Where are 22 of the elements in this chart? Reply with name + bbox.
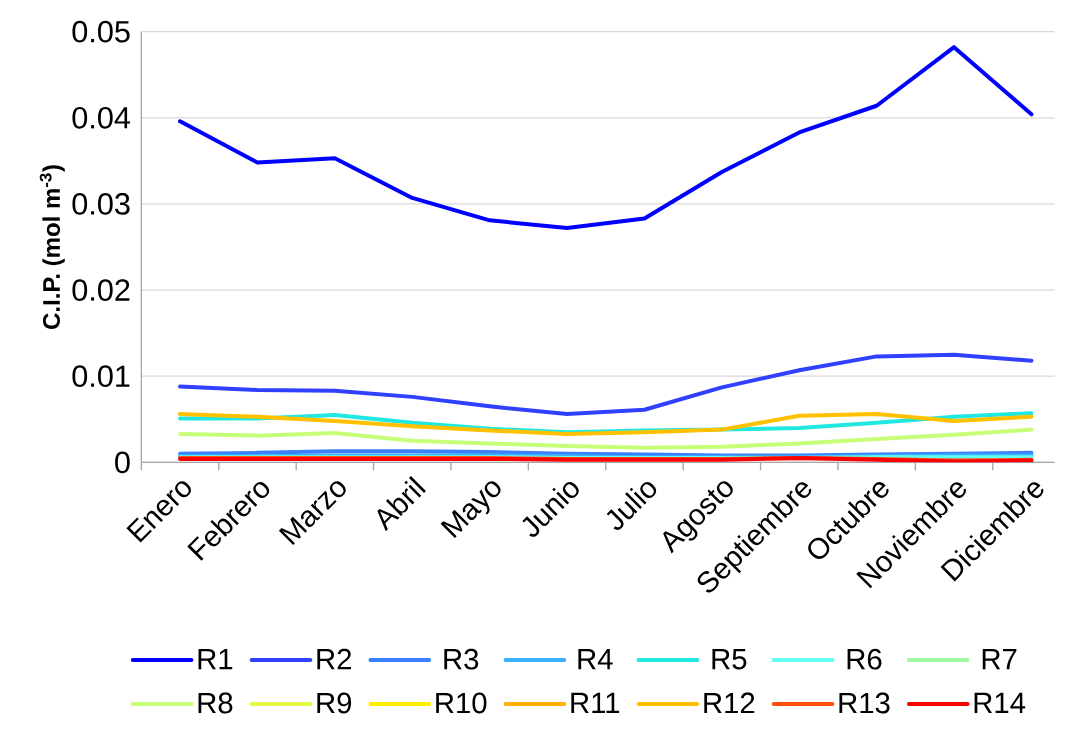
legend-label: R9 bbox=[317, 692, 352, 714]
legend-label: R12 bbox=[704, 692, 755, 714]
legend-label: R8 bbox=[198, 692, 233, 714]
legend-label: R13 bbox=[839, 692, 890, 714]
legend-label: R14 bbox=[974, 692, 1026, 713]
legend-label: R10 bbox=[436, 692, 487, 714]
y-tick-label: 0.04 bbox=[72, 106, 131, 129]
legend-label: R1 bbox=[198, 648, 233, 670]
legend-label: R6 bbox=[847, 648, 882, 670]
legend-label: R5 bbox=[712, 648, 747, 670]
legend-label: R7 bbox=[982, 648, 1017, 670]
y-tick-label: 0.01 bbox=[72, 365, 130, 388]
y-tick-label: 0.03 bbox=[72, 193, 130, 215]
x-tick-label: Julio bbox=[606, 481, 657, 530]
y-axis-title: C.I.P. (mol m$^{-3}$) bbox=[39, 165, 65, 329]
y-tick-label: 0.05 bbox=[72, 20, 130, 43]
legend-label: R3 bbox=[444, 648, 479, 670]
y-tick-label: 0.02 bbox=[72, 279, 130, 301]
legend-label: R11 bbox=[571, 692, 620, 713]
legend-label: R4 bbox=[578, 648, 613, 670]
y-tick-label: 0 bbox=[115, 451, 130, 474]
legend-label: R2 bbox=[317, 648, 351, 670]
